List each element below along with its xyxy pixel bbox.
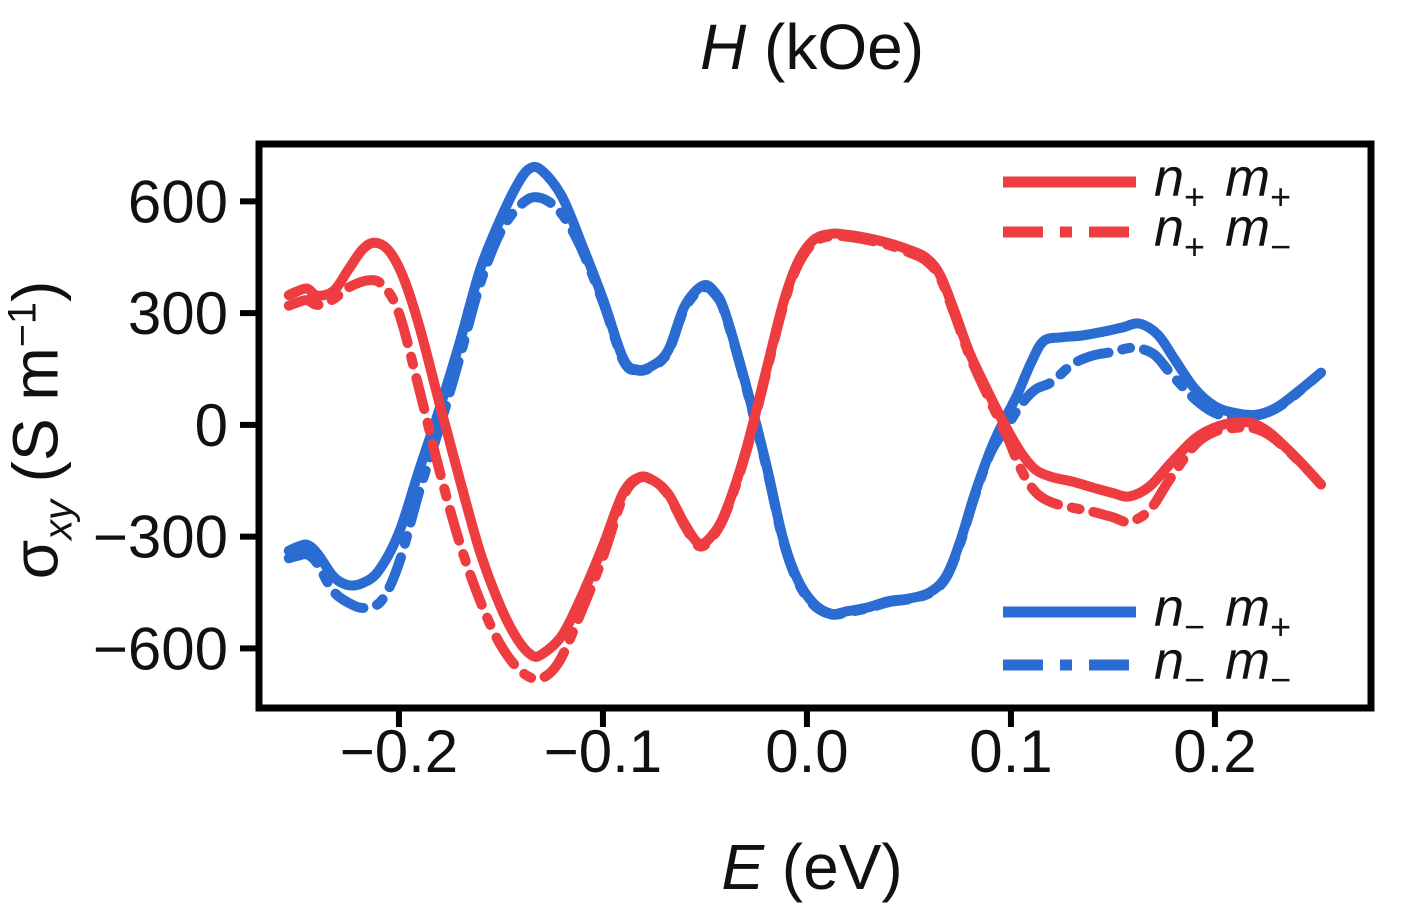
x-tick-label: 0.1 <box>969 718 1052 785</box>
legend-line-solid-red <box>1003 176 1136 188</box>
legend-item-n-minus-m-plus: n− m+ <box>1001 578 1291 647</box>
legend-item-n-minus-m-minus: n− m− <box>1001 631 1291 700</box>
title-unit: (kOe) <box>746 11 924 83</box>
y-tick-label: 0 <box>195 392 228 459</box>
y-tick-label: 600 <box>128 168 228 235</box>
title-symbol: H <box>700 11 747 83</box>
series-line-n+-m+ <box>283 228 1326 662</box>
x-tick-label: −0.2 <box>340 718 458 785</box>
legend-line-dashdot-red <box>1003 226 1136 238</box>
x-tick-label: −0.1 <box>544 718 662 785</box>
x-axis-label: E (eV) <box>721 830 902 904</box>
sigma-subscript: xy <box>36 500 81 540</box>
legend-item-n-plus-m-minus: n+ m− <box>1001 198 1291 267</box>
axes-frame <box>255 140 1375 712</box>
chart-title: H (kOe) <box>700 10 924 84</box>
legend-label: n+ m+ <box>1154 147 1292 217</box>
x-tick-label: 0.2 <box>1173 718 1256 785</box>
y-tick-label: −600 <box>93 615 228 682</box>
legend-label: n− m− <box>1154 630 1292 700</box>
legend-line-solid-blue <box>1003 606 1136 618</box>
xlabel-unit: (eV) <box>764 831 903 903</box>
ylabel-unit-open: (S m <box>0 347 72 501</box>
y-tick-label: −300 <box>93 504 228 571</box>
legend-item-n-plus-m-plus: n+ m+ <box>1001 148 1291 217</box>
ylabel-exponent: −1 <box>0 302 45 348</box>
energy-symbol: E <box>721 831 764 903</box>
legend-label: n+ m− <box>1154 197 1292 267</box>
legend-line-dashdot-blue <box>1003 659 1136 671</box>
ylabel-unit-close: ) <box>0 280 72 303</box>
x-tick-label: 0.0 <box>765 718 848 785</box>
y-axis-label: σxy (S m−1) <box>0 281 81 580</box>
legend-label: n− m+ <box>1154 577 1292 647</box>
y-tick-label: 300 <box>128 280 228 347</box>
sigma-symbol: σ <box>0 539 72 580</box>
